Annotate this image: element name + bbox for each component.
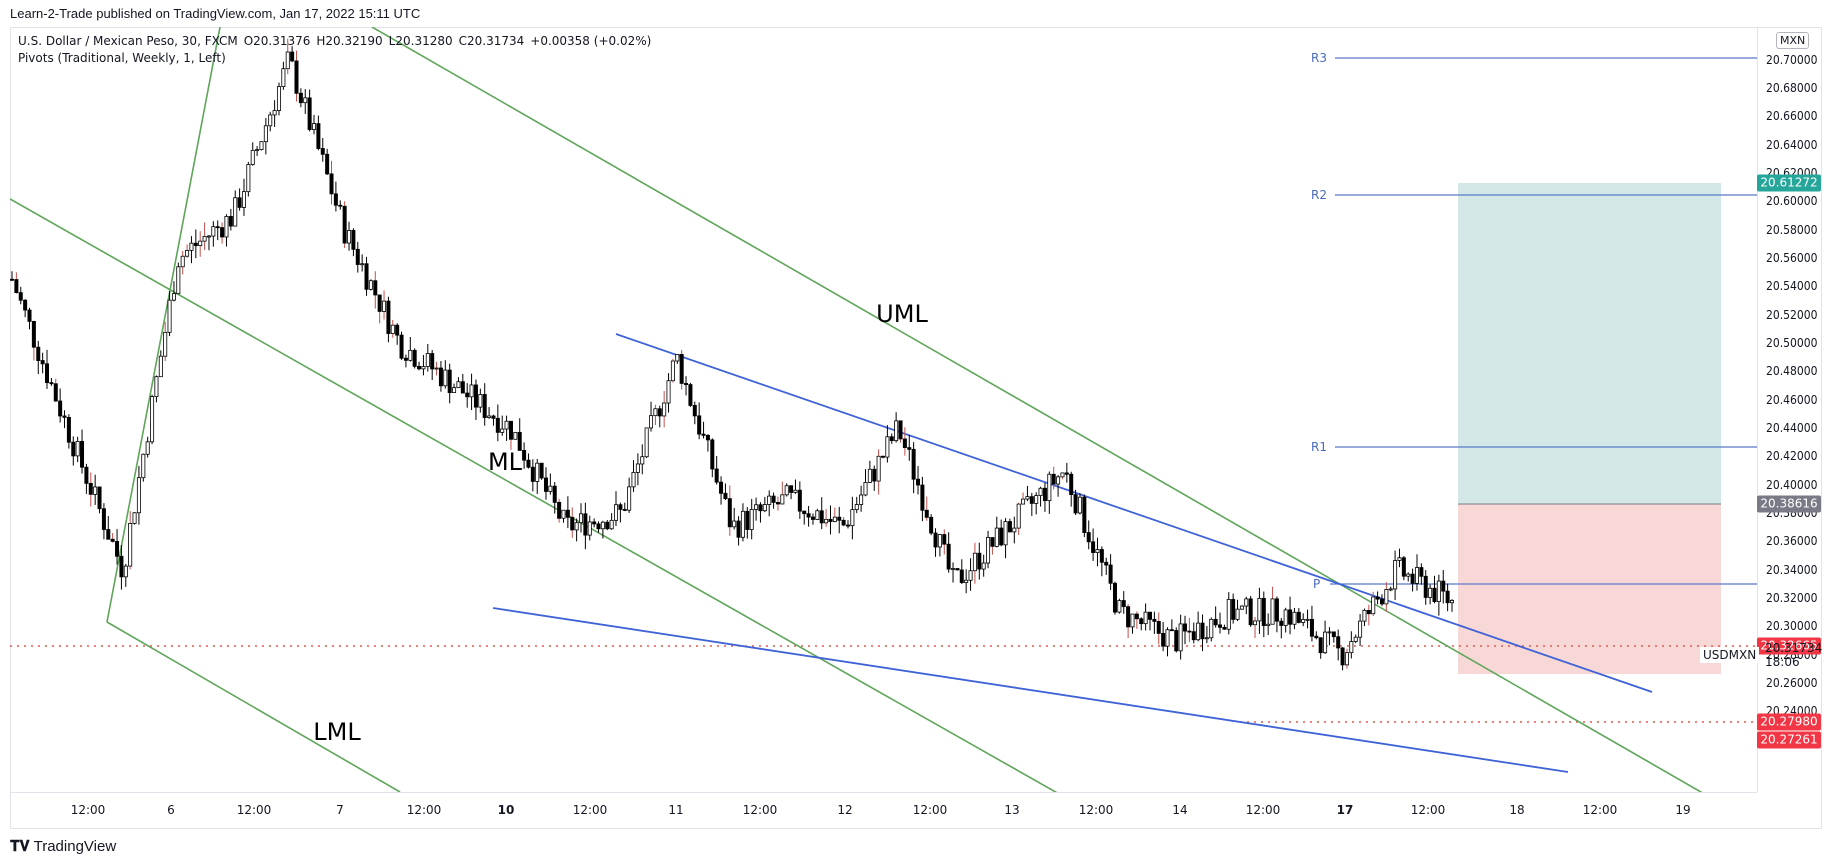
low-value: L20.31280 bbox=[388, 34, 453, 48]
close-value: C20.31734 bbox=[458, 34, 525, 48]
price-tick: 20.36000 bbox=[1766, 534, 1818, 549]
last-price-value: 20.31734 bbox=[1765, 641, 1823, 655]
chart-legend: U.S. Dollar / Mexican Peso, 30, FXCM O20.… bbox=[18, 33, 657, 67]
pivot-r1-label: R1 bbox=[1311, 440, 1327, 454]
time-tick: 12:00 bbox=[912, 803, 948, 817]
candlestick-series bbox=[10, 38, 1455, 671]
chart-frame bbox=[10, 27, 1822, 829]
stop-loss-zone[interactable] bbox=[1458, 504, 1721, 674]
price-tick: 20.54000 bbox=[1766, 279, 1818, 294]
currency-label[interactable]: MXN bbox=[1776, 32, 1810, 49]
time-axis[interactable]: 12:00 6 12:00 7 12:00 10 12:00 11 12:00 12 12:00 13… bbox=[10, 792, 1757, 830]
time-tick: 14 bbox=[1172, 803, 1188, 817]
time-tick: 12:00 bbox=[1245, 803, 1281, 817]
entry-price-badge: 20.38616 bbox=[1757, 495, 1821, 513]
symbol-tag: USDMXN bbox=[1700, 647, 1760, 663]
price-axis[interactable]: 20.70000 20.68000 20.66000 20.64000 20.62000… bbox=[1757, 27, 1823, 792]
time-tick: 10 bbox=[497, 803, 515, 817]
price-tick: 20.68000 bbox=[1766, 80, 1818, 95]
chart-plot-area[interactable] bbox=[10, 27, 1757, 792]
time-tick: 12:00 bbox=[236, 803, 272, 817]
price-tick: 20.52000 bbox=[1766, 307, 1818, 322]
symbol-title[interactable]: U.S. Dollar / Mexican Peso, 30, FXCM bbox=[18, 34, 238, 48]
price-tick: 20.58000 bbox=[1766, 222, 1818, 237]
lml-label: LML bbox=[313, 718, 361, 746]
time-tick: 12:00 bbox=[1582, 803, 1618, 817]
time-tick: 7 bbox=[336, 803, 344, 817]
high-value: H20.32190 bbox=[316, 34, 383, 48]
time-tick: 13 bbox=[1004, 803, 1020, 817]
support-price-badge: 20.27980 bbox=[1757, 713, 1821, 731]
chart-canvas bbox=[10, 27, 1757, 792]
price-tick: 20.34000 bbox=[1766, 562, 1818, 577]
price-tick: 20.64000 bbox=[1766, 137, 1818, 152]
time-tick: 19 bbox=[1675, 803, 1691, 817]
price-tick: 20.50000 bbox=[1766, 336, 1818, 350]
price-tick: 20.46000 bbox=[1766, 392, 1818, 407]
take-profit-price-badge: 20.61272 bbox=[1757, 174, 1821, 192]
falling-wedge bbox=[492, 333, 1653, 773]
price-tick: 20.44000 bbox=[1766, 421, 1818, 435]
ml-label: ML bbox=[487, 448, 523, 476]
time-tick: 12:00 bbox=[406, 803, 442, 817]
pivot-p-label: P bbox=[1313, 577, 1321, 591]
price-tick: 20.40000 bbox=[1766, 477, 1818, 492]
price-tick: 20.30000 bbox=[1766, 619, 1818, 634]
change-value: +0.00358 (+0.02%) bbox=[530, 34, 652, 48]
time-tick: 12:00 bbox=[1410, 803, 1446, 817]
time-tick: 18 bbox=[1509, 803, 1525, 817]
bar-countdown: 18:06 bbox=[1765, 655, 1800, 669]
take-profit-zone[interactable] bbox=[1458, 183, 1721, 504]
price-tick: 20.32000 bbox=[1766, 591, 1818, 605]
time-tick: 6 bbox=[167, 803, 175, 817]
price-tick: 20.48000 bbox=[1766, 364, 1818, 379]
indicator-title[interactable]: Pivots (Traditional, Weekly, 1, Left) bbox=[18, 51, 226, 65]
time-tick: 17 bbox=[1336, 803, 1354, 817]
time-tick: 11 bbox=[668, 803, 684, 817]
price-tick: 20.66000 bbox=[1766, 109, 1818, 124]
tradingview-logo-icon: 𝐓𝐕 bbox=[10, 838, 30, 855]
price-tick: 20.60000 bbox=[1766, 194, 1818, 209]
time-tick: 12:00 bbox=[572, 803, 608, 817]
time-tick: 12:00 bbox=[1078, 803, 1114, 817]
time-tick: 12:00 bbox=[742, 803, 778, 817]
open-value: O20.31376 bbox=[243, 34, 311, 48]
time-tick: 12 bbox=[837, 803, 853, 817]
published-caption: Learn-2-Trade published on TradingView.c… bbox=[10, 6, 421, 21]
price-tick: 20.70000 bbox=[1766, 52, 1818, 67]
tradingview-brand: TradingView bbox=[33, 838, 117, 855]
uml-label: UML bbox=[876, 300, 928, 328]
price-tick: 20.26000 bbox=[1766, 676, 1818, 690]
pivot-r3-label: R3 bbox=[1311, 51, 1327, 65]
stop-loss-price-badge: 20.27261 bbox=[1757, 731, 1821, 749]
pitchfork bbox=[10, 27, 1703, 792]
resistance-price-badge: 20.32665 bbox=[1757, 637, 1821, 655]
time-tick: 12:00 bbox=[70, 803, 106, 817]
price-tick: 20.56000 bbox=[1766, 251, 1818, 265]
tradingview-footer: 𝐓𝐕 TradingView bbox=[10, 838, 116, 855]
last-price: 20.31734 18:06 bbox=[1765, 641, 1822, 669]
price-tick: 20.42000 bbox=[1766, 449, 1818, 464]
pivot-r2-label: R2 bbox=[1311, 188, 1327, 202]
